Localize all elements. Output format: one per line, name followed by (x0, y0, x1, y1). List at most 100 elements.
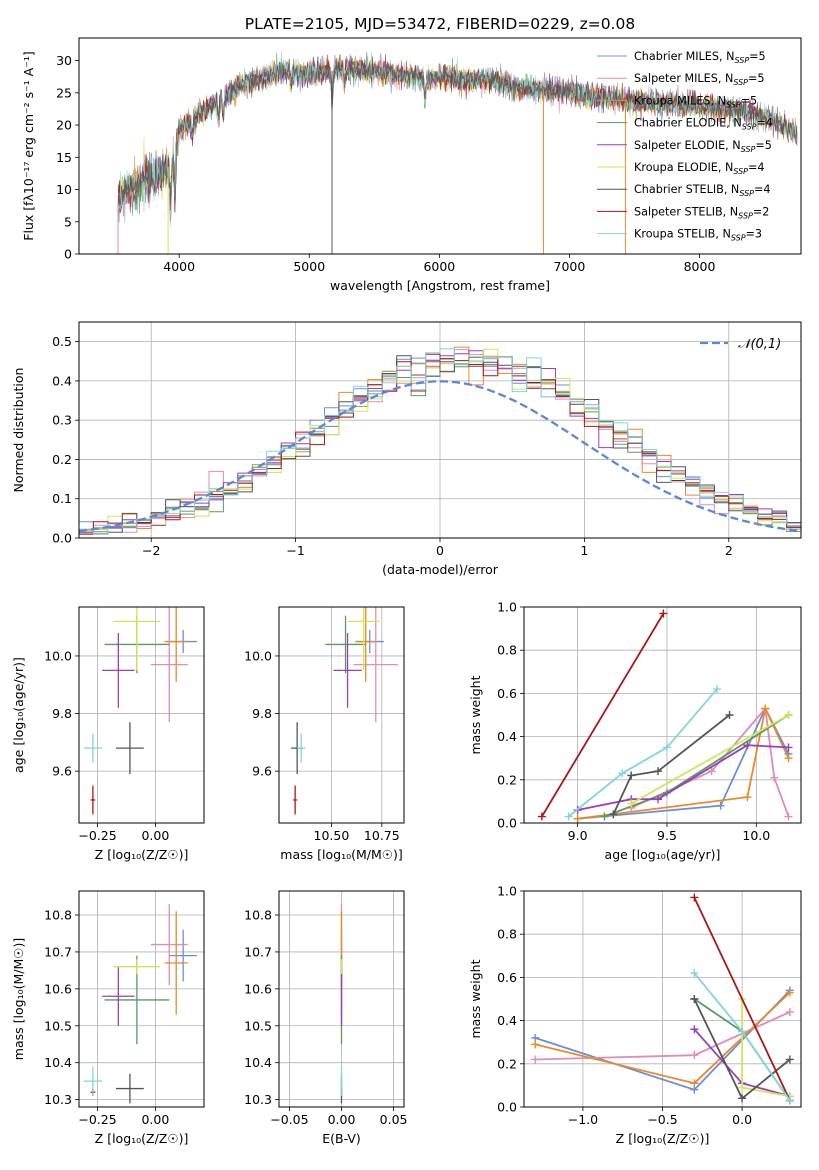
series-line (612, 714, 731, 815)
series-kroupa-miles (573, 704, 793, 823)
series-line (568, 688, 718, 818)
y-axis-label: Flux [fλ10⁻¹⁷ erg cm⁻² s⁻¹ A⁻¹] (21, 51, 36, 240)
panel-z-age: −0.25 0.00 9.6 9.8 10.0 Z [log₁₀(Z/Z☉)] age [l… (11, 606, 205, 862)
x-tick-label: −0.25 (78, 828, 116, 843)
legend-label-kroupa-elodie: Kroupa ELODIE, NSSP=4 (634, 161, 765, 176)
x-tick-label: 4000 (163, 259, 195, 274)
point-salpeter-miles (150, 607, 188, 723)
point-kroupa-miles (355, 607, 376, 682)
series-marker (564, 812, 573, 821)
x-tick-label: 0.00 (141, 828, 169, 843)
y-axis-label: age [log₁₀(age/yr)] (11, 657, 26, 773)
x-axis-label: Z [log₁₀(Z/Z☉)] (95, 847, 189, 862)
point-salpeter-elodie (102, 966, 135, 1026)
plot-content (117, 50, 798, 254)
point-chabrier-stelib (116, 1073, 144, 1104)
panel-z-weight: −1.0 −0.5 0.0 0.0 0.2 0.4 0.6 0.8 1.0 Z [log₁₀(Z/… (468, 884, 802, 1146)
y-tick-label: 0.4 (497, 729, 517, 744)
plot-content (291, 607, 398, 815)
series-kroupa-stelib (564, 685, 722, 821)
series-line (630, 714, 789, 805)
series-marker (662, 743, 671, 752)
series-marker (627, 799, 636, 808)
y-tick-label: 10 (56, 182, 72, 197)
x-tick-label: 9.0 (568, 828, 588, 843)
point-chabrier-elodie (325, 615, 366, 674)
y-tick-label: 0.4 (52, 373, 72, 388)
axes-frame (78, 37, 802, 255)
legend-label-chabrier-miles: Chabrier MILES, NSSP=5 (634, 50, 766, 65)
gaussian-reference-curve (79, 380, 799, 533)
series-marker (690, 995, 699, 1003)
panel-ebv-mass: −0.05 0.00 0.05 10.3 10.4 10.5 10.6 10.7 10.8 E(B… (244, 890, 408, 1146)
spectrum-legend: Chabrier MILES, NSSP=5 Salpeter MILES, NS… (597, 50, 773, 243)
series-marker (784, 812, 793, 821)
point-salpeter-miles (150, 903, 188, 986)
x-tick-label: −1 (286, 543, 304, 558)
x-tick-label: 5000 (293, 259, 325, 274)
series-marker (770, 773, 779, 782)
series-marker (784, 711, 793, 719)
series-kroupa-miles (531, 988, 794, 1088)
point-kroupa-stelib (83, 1066, 103, 1096)
y-tick-label: 9.8 (252, 706, 272, 721)
panel-z-mass: −0.25 0.00 10.3 10.4 10.5 10.6 10.7 10.8 Z [log₁… (11, 890, 205, 1146)
point-kroupa-elodie (113, 607, 161, 671)
series-marker (609, 810, 618, 819)
plot-content (83, 903, 198, 1104)
x-tick-label: −0.25 (78, 1112, 116, 1127)
series-chabrier-stelib (609, 711, 734, 819)
x-axis-label: E(B-V) (322, 1131, 361, 1146)
y-tick-label: 9.6 (252, 764, 272, 779)
series-line (577, 705, 790, 820)
series-marker (784, 743, 793, 752)
series-marker (785, 1055, 794, 1064)
series-line (693, 897, 791, 1101)
x-axis-label: wavelength [Angstrom, rest frame] (330, 278, 550, 293)
series-marker (738, 1083, 747, 1092)
y-tick-label: 0.2 (497, 772, 517, 787)
x-tick-label: 10.75 (364, 828, 400, 843)
y-tick-label: 9.8 (52, 706, 72, 721)
y-tick-label: 10.0 (44, 648, 72, 663)
series-marker (690, 969, 699, 978)
y-tick-label: 10.6 (244, 981, 272, 996)
y-axis-label: mass [log₁₀(M/M☉)] (11, 938, 26, 1060)
series-marker (785, 1096, 794, 1105)
y-tick-label: 1.0 (497, 884, 517, 899)
y-axis-label: mass weight (468, 675, 483, 754)
x-tick-label: 0.00 (141, 1112, 169, 1127)
y-tick-label: 10.7 (244, 944, 272, 959)
series-marker (690, 1079, 699, 1088)
y-tick-label: 10.6 (44, 981, 72, 996)
y-tick-label: 0.6 (497, 686, 517, 701)
series-marker (537, 812, 546, 821)
series-marker (713, 685, 722, 694)
series-marker (654, 795, 663, 804)
x-tick-label: 0.05 (380, 1112, 408, 1127)
series-marker (738, 1027, 747, 1036)
point-kroupa-miles (164, 607, 188, 682)
y-tick-label: 10.8 (44, 908, 72, 923)
y-tick-label: 9.6 (52, 764, 72, 779)
point-salpeter-stelib (293, 785, 298, 815)
series-marker (725, 711, 734, 719)
series-marker (785, 988, 794, 997)
series-salpeter-miles (627, 704, 793, 821)
y-tick-label: 0.4 (497, 1013, 517, 1028)
x-tick-label: 0.0 (732, 1112, 752, 1127)
plot-content (537, 609, 793, 823)
legend-label-kroupa-miles: Kroupa MILES, NSSP=5 (634, 94, 757, 109)
y-tick-label: 10.4 (244, 1055, 272, 1070)
series-marker (573, 814, 582, 823)
series-marker (627, 771, 636, 780)
y-tick-label: 0.0 (497, 1100, 517, 1115)
y-tick-label: 0.2 (52, 452, 72, 467)
point-chabrier-miles (169, 929, 198, 982)
x-tick-label: 0.00 (328, 1112, 356, 1127)
y-tick-label: 10.3 (44, 1092, 72, 1107)
series-marker (784, 754, 793, 763)
x-tick-label: 1 (580, 543, 588, 558)
legend-label-chabrier-stelib: Chabrier STELIB, NSSP=4 (634, 183, 771, 198)
plot-content (83, 607, 198, 815)
